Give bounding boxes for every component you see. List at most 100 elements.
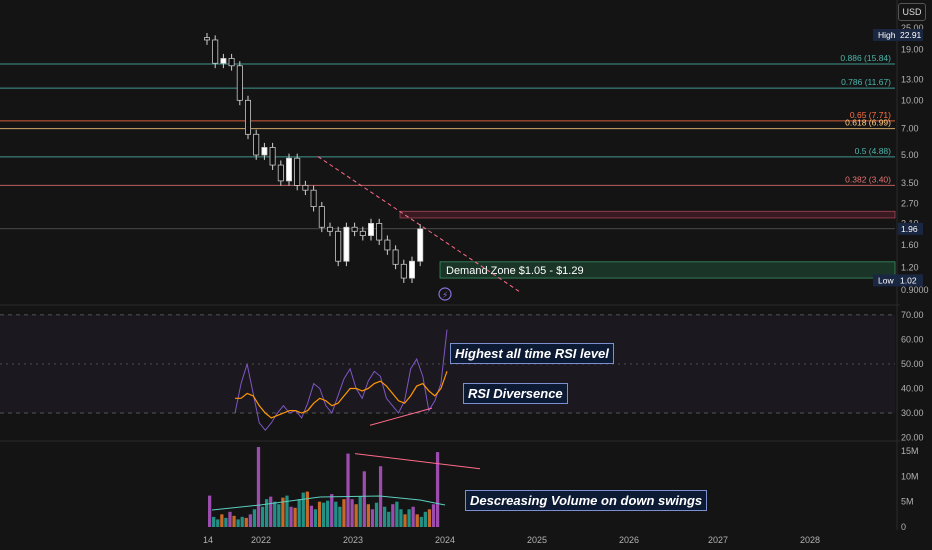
volume-bar [208, 495, 212, 527]
volume-bar [346, 453, 350, 527]
volume-tick-label: 5M [901, 497, 914, 507]
high-tag-bg [873, 28, 923, 41]
volume-bar [244, 517, 248, 527]
candle-body [220, 58, 227, 64]
volume-bar [423, 511, 427, 527]
rsi-band [0, 314, 895, 414]
rsi-high-annotation: Highest all time RSI level [450, 343, 614, 364]
volume-bar [224, 517, 228, 527]
volume-tick-label: 0 [901, 522, 906, 532]
price-tick-label: 1.20 [901, 263, 919, 273]
time-tick-label: 14 [203, 535, 213, 545]
volume-bar [309, 505, 314, 527]
rsi-tick-label: 20.00 [901, 433, 924, 443]
volume-bar [240, 516, 244, 527]
volume-bar [252, 509, 257, 527]
volume-bar [313, 509, 318, 527]
demand-zone-label: Demand Zone $1.05 - $1.29 [446, 265, 584, 277]
candle-body [285, 157, 292, 182]
rsi-tick-label: 70.00 [901, 310, 924, 320]
price-tick-label: 25.00 [901, 23, 924, 33]
volume-bar [407, 509, 411, 527]
volume-bar [399, 509, 403, 527]
price-tick-label: 3.50 [901, 178, 919, 188]
volume-bar [273, 501, 277, 527]
time-tick-label: 2026 [619, 535, 639, 545]
volume-bar [305, 491, 309, 527]
candle-body [294, 157, 301, 186]
rsi-ma-line [235, 371, 448, 419]
volume-bar [297, 499, 301, 527]
currency-selector[interactable]: USD [898, 3, 926, 21]
volume-bar [212, 516, 216, 527]
volume-bar [236, 519, 240, 527]
price-tick-label: 0.9000 [901, 285, 929, 295]
volume-bar [391, 504, 395, 527]
event-icon [438, 287, 452, 301]
event-icon-glyph: ⚡ [442, 291, 448, 301]
volume-bar [289, 506, 293, 527]
price-tick-label: 10.00 [901, 95, 924, 105]
volume-bar [387, 511, 391, 527]
candle-body [417, 228, 424, 262]
volume-bar [431, 504, 436, 527]
volume-bar [216, 519, 220, 527]
volume-bar [403, 514, 407, 527]
volume-ma-line [211, 495, 446, 511]
volume-bar [285, 495, 289, 527]
low-tag-text: Low [878, 275, 894, 285]
candle-body [400, 263, 407, 279]
candle-body [236, 65, 243, 101]
volume-annotation: Descreasing Volume on down swings [465, 490, 708, 511]
volume-bar [411, 506, 415, 527]
volume-bar [277, 504, 281, 527]
rsi-divergence-line [369, 407, 433, 426]
candle-body [269, 147, 276, 166]
volume-bar [256, 447, 261, 527]
volume-bar [264, 499, 269, 527]
rsi-tick-label: 40.00 [901, 383, 924, 393]
candle-body [212, 39, 219, 64]
downtrend-line [317, 156, 521, 293]
time-tick-label: 2022 [251, 535, 271, 545]
candle-body [244, 99, 251, 135]
volume-tick-label: 15M [901, 446, 919, 456]
candle-body [335, 230, 342, 262]
candle-body [408, 260, 415, 279]
time-tick-label: 2024 [435, 535, 455, 545]
candle-body [367, 223, 374, 236]
volume-tick-label: 10M [901, 471, 919, 481]
volume-bar [395, 501, 399, 527]
volume-bar [419, 516, 423, 527]
volume-bar [358, 496, 362, 527]
price-tick-label: 2.70 [901, 199, 919, 209]
candle-body [203, 37, 210, 41]
fib-level-label: 0.65 (7.71) [850, 110, 891, 120]
volume-bar [374, 502, 379, 527]
high-tag-text: High [878, 30, 896, 40]
candle-body [318, 206, 325, 228]
volume-bar [342, 499, 346, 527]
volume-bar [350, 499, 354, 527]
rsi-tick-label: 30.00 [901, 408, 924, 418]
price-tick-label: 1.60 [901, 240, 919, 250]
volume-bar [248, 514, 252, 527]
time-tick-label: 2027 [708, 535, 728, 545]
candle-body [261, 147, 268, 156]
rsi-tick-label: 60.00 [901, 334, 924, 344]
candle-body [326, 226, 333, 232]
demand-zone-box [439, 261, 896, 279]
rsi-line [234, 329, 448, 431]
candle-body [310, 189, 317, 207]
rsi-divergence-annotation: RSI Diversence [463, 383, 568, 404]
candle-body [302, 185, 309, 191]
volume-bar [232, 515, 236, 527]
low-tag-value: 1.02 [900, 275, 917, 285]
volume-bar [330, 494, 334, 527]
volume-bar [321, 502, 326, 527]
candle-body [351, 226, 358, 232]
price-tick-label: 7.00 [901, 123, 919, 133]
volume-bar [366, 504, 371, 527]
last-price-tag: 1.96 [901, 224, 918, 234]
